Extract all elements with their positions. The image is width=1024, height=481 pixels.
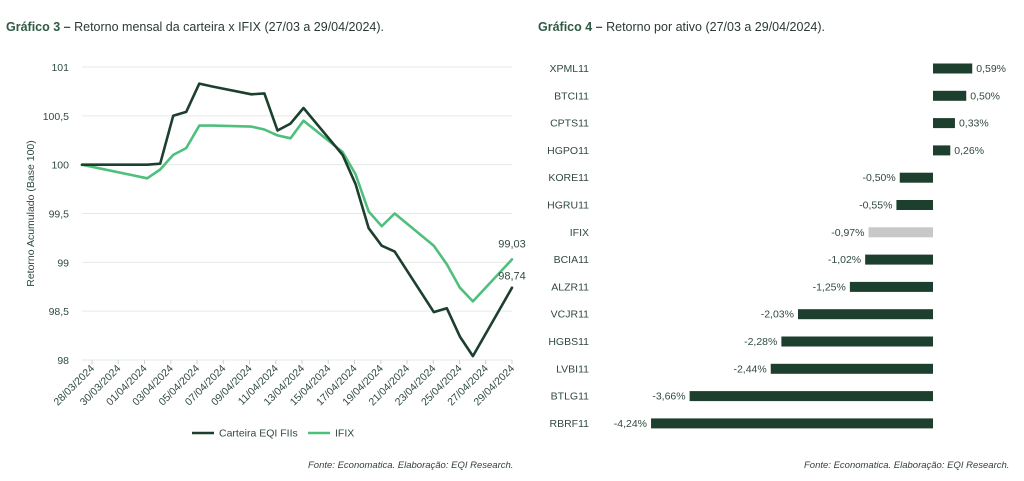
line-chart: 98 98,5 99 99,5 100 100,5 101 Retorno Acumulado… [25, 62, 526, 440]
bar-vcjr11 [798, 309, 933, 320]
bar-btci11 [933, 90, 967, 101]
category-label: LVBI11 [556, 363, 589, 375]
y-axis-label: Retorno Acumulado (Base 100) [25, 140, 37, 287]
end-value-label: 99,03 [498, 238, 526, 250]
category-label: HGBS11 [548, 336, 589, 348]
bar-hgru11 [896, 200, 933, 210]
data-label: -2,28% [744, 336, 777, 348]
bar-lvbi11 [770, 363, 933, 374]
chart4-source: Fonte: Economatica. Elaboração: EQI Rese… [804, 460, 1010, 471]
data-label: -1,25% [813, 281, 846, 293]
chart4-title: Gráfico 4 – Retorno por ativo (27/03 a 2… [538, 20, 825, 34]
bar-xpml11 [933, 63, 973, 74]
chart3-title: Gráfico 3 – Retorno mensal da carteira x… [6, 20, 384, 34]
chart4-title-number: Gráfico 4 – [538, 20, 603, 34]
bar-hgbs11 [781, 336, 933, 347]
data-label: -2,44% [733, 363, 766, 375]
category-label: HGPO11 [547, 145, 589, 157]
bar-hgpo11 [933, 145, 951, 156]
series-line-ifix [80, 119, 514, 303]
legend-label: Carteira EQI FIIs [219, 428, 298, 440]
chart4-title-text: Retorno por ativo (27/03 a 29/04/2024). [602, 20, 825, 34]
bar-ifix [868, 227, 933, 238]
y-tick-label: 98 [57, 355, 69, 367]
y-tick-label: 98,5 [49, 306, 70, 318]
y-tick-label: 100 [51, 160, 69, 172]
chart3-source: Fonte: Economatica. Elaboração: EQI Rese… [308, 460, 514, 471]
category-label: RBRF11 [550, 418, 590, 430]
data-label: -1,02% [828, 254, 861, 266]
data-label: -3,66% [652, 391, 685, 403]
category-label: IFIX [570, 227, 589, 239]
category-label: BTLG11 [551, 391, 589, 403]
chart3-title-text: Retorno mensal da carteira x IFIX (27/03… [70, 20, 384, 34]
y-tick-label: 99 [57, 257, 69, 269]
bar-chart: XPML11 0,59% BTCI11 0,50% CPTS11 0,33% HGPO11 0… [547, 63, 1006, 430]
legend-label: IFIX [335, 428, 354, 440]
category-label: BTCI11 [554, 90, 589, 102]
data-label: -0,50% [862, 172, 895, 184]
data-label: -0,55% [859, 200, 892, 212]
bar-kore11 [899, 172, 933, 183]
category-label: XPML11 [550, 63, 590, 75]
bar-rbrf11 [651, 418, 933, 429]
data-label: 0,26% [954, 145, 984, 157]
data-label: 0,59% [976, 63, 1006, 75]
category-label: CPTS11 [550, 118, 589, 130]
bar-btlg11 [689, 391, 933, 402]
series-line-carteira [80, 82, 514, 358]
category-label: KORE11 [548, 172, 589, 184]
category-label: HGRU11 [547, 200, 589, 212]
bar-cpts11 [933, 118, 955, 129]
category-label: VCJR11 [551, 309, 589, 321]
y-tick-label: 99,5 [49, 209, 70, 221]
data-label: 0,33% [959, 118, 989, 130]
data-label: -4,24% [614, 418, 647, 430]
end-value-label: 98,74 [498, 271, 526, 283]
category-label: ALZR11 [551, 281, 589, 293]
data-label: -2,03% [761, 309, 794, 321]
category-label: BCIA11 [554, 254, 590, 266]
bar-bcia11 [865, 254, 933, 265]
data-label: 0,50% [970, 90, 1000, 102]
chart3-title-number: Gráfico 3 – [6, 20, 71, 34]
y-tick-label: 100,5 [43, 111, 69, 123]
bar-alzr11 [849, 281, 933, 292]
data-label: -0,97% [831, 227, 864, 239]
y-tick-label: 101 [51, 62, 69, 74]
